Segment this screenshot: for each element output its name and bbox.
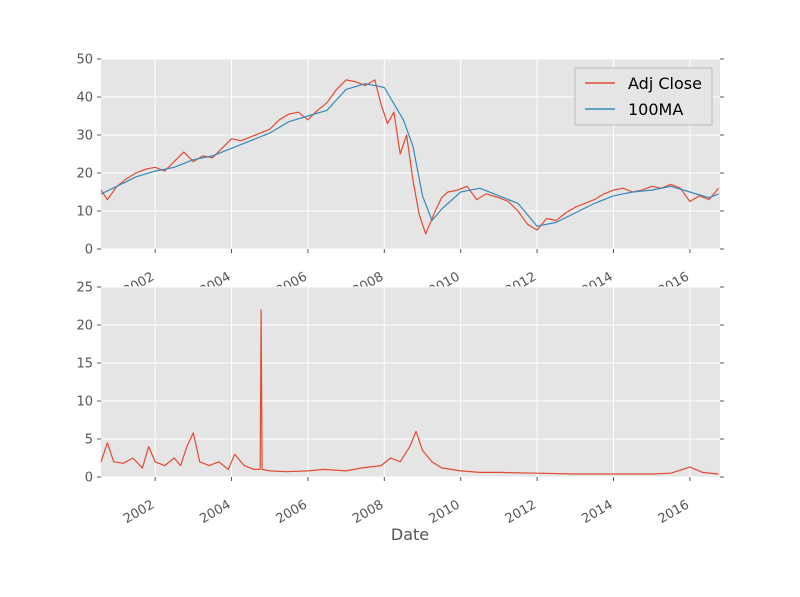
y-tick-label: 30	[76, 129, 93, 144]
x-tick-label: 2016	[656, 497, 692, 527]
x-axis-label: Date	[391, 525, 429, 544]
y-tick-label: 10	[76, 205, 93, 220]
legend-box	[574, 67, 713, 126]
bottom-plot-background	[101, 287, 720, 477]
series-line	[100, 309, 719, 475]
y-tick-label: 20	[76, 319, 93, 334]
top-series-lines	[100, 79, 719, 235]
legend-label-adj-close: Adj Close	[628, 74, 702, 93]
x-tick-label: 2004	[197, 497, 233, 527]
x-tick-label: 2008	[350, 497, 386, 527]
x-tick-label: 2010	[427, 497, 463, 527]
y-tick-label: 50	[76, 53, 93, 68]
x-tick-label: 2002	[121, 497, 157, 527]
y-tick-label: 0	[85, 243, 93, 258]
bottom-series-lines	[100, 309, 719, 475]
y-tick-label: 0	[85, 471, 93, 486]
y-tick-label: 20	[76, 167, 93, 182]
x-tick-label: 2012	[503, 497, 539, 527]
top-y-ticks: 0 10 20 30 40 50	[76, 53, 724, 258]
legend: Adj Close 100MA	[574, 67, 713, 126]
y-tick-label: 10	[76, 395, 93, 410]
bottom-y-ticks: 0 5 10 15 20 25	[76, 281, 724, 486]
y-tick-label: 5	[85, 433, 93, 448]
bottom-x-ticks: 2002 2004 2006 2008 2010 2012 2014 2016	[121, 477, 692, 527]
legend-label-100ma: 100MA	[628, 100, 683, 119]
x-tick-label: 2006	[274, 497, 310, 527]
x-tick-label: 2014	[579, 497, 615, 527]
top-gridlines	[101, 58, 720, 250]
series-line-100ma	[100, 83, 719, 227]
y-tick-label: 15	[76, 357, 93, 372]
bottom-gridlines	[101, 286, 720, 478]
y-tick-label: 40	[76, 91, 93, 106]
y-tick-label: 25	[76, 281, 93, 296]
